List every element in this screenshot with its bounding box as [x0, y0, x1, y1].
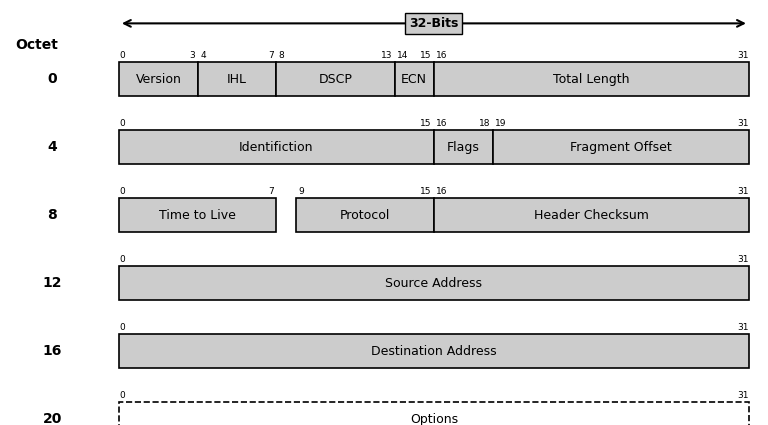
Text: 16: 16	[436, 51, 448, 60]
Text: 0: 0	[119, 51, 124, 60]
Text: Destination Address: Destination Address	[371, 345, 497, 357]
Text: Protocol: Protocol	[340, 209, 390, 221]
Text: Identifiction: Identifiction	[239, 141, 314, 153]
Text: 14: 14	[397, 51, 409, 60]
Text: 20: 20	[42, 412, 62, 425]
Text: 16: 16	[42, 344, 62, 358]
Bar	[119, 402, 749, 425]
Text: Fragment Offset: Fragment Offset	[570, 141, 672, 153]
Text: Flags: Flags	[447, 141, 480, 153]
Bar	[197, 62, 276, 96]
Text: 32-Bits: 32-Bits	[409, 17, 458, 30]
Text: Time to Live: Time to Live	[159, 209, 237, 221]
Text: 31: 31	[737, 119, 749, 128]
Text: Header Checksum: Header Checksum	[534, 209, 649, 221]
Text: 0: 0	[119, 391, 124, 400]
Text: 0: 0	[119, 119, 124, 128]
Text: 4: 4	[200, 51, 206, 60]
Bar	[493, 130, 749, 164]
Bar	[434, 130, 493, 164]
Text: Version: Version	[135, 73, 181, 85]
Text: 15: 15	[420, 51, 432, 60]
Text: 7: 7	[269, 51, 274, 60]
Text: Total Length: Total Length	[553, 73, 630, 85]
Text: 13: 13	[381, 51, 392, 60]
Text: Source Address: Source Address	[386, 277, 482, 289]
Text: 15: 15	[420, 187, 432, 196]
Bar	[119, 130, 434, 164]
Bar	[395, 62, 434, 96]
Bar	[434, 198, 749, 232]
Text: 8: 8	[48, 208, 57, 222]
Bar	[119, 334, 749, 368]
Text: Options: Options	[410, 413, 458, 425]
Text: 18: 18	[479, 119, 491, 128]
Text: 12: 12	[42, 276, 62, 290]
Text: DSCP: DSCP	[319, 73, 353, 85]
Text: 15: 15	[420, 119, 432, 128]
Text: 0: 0	[48, 72, 57, 86]
Bar	[119, 266, 749, 300]
Text: 7: 7	[269, 187, 274, 196]
Text: 0: 0	[119, 323, 124, 332]
Text: 31: 31	[737, 323, 749, 332]
Bar	[276, 62, 395, 96]
Text: 31: 31	[737, 391, 749, 400]
Bar	[296, 198, 434, 232]
Bar	[119, 198, 276, 232]
Text: ECN: ECN	[401, 73, 427, 85]
Text: 9: 9	[299, 187, 304, 196]
Text: 16: 16	[436, 187, 448, 196]
Text: 0: 0	[119, 255, 124, 264]
Text: 0: 0	[119, 187, 124, 196]
Text: 31: 31	[737, 187, 749, 196]
Text: 8: 8	[279, 51, 284, 60]
Text: 31: 31	[737, 255, 749, 264]
Text: 19: 19	[495, 119, 507, 128]
Text: Octet: Octet	[15, 38, 58, 51]
Bar	[119, 62, 197, 96]
Text: 31: 31	[737, 51, 749, 60]
Text: IHL: IHL	[227, 73, 247, 85]
Text: 16: 16	[436, 119, 448, 128]
Bar	[434, 62, 749, 96]
Text: 4: 4	[48, 140, 57, 154]
Text: 3: 3	[190, 51, 195, 60]
